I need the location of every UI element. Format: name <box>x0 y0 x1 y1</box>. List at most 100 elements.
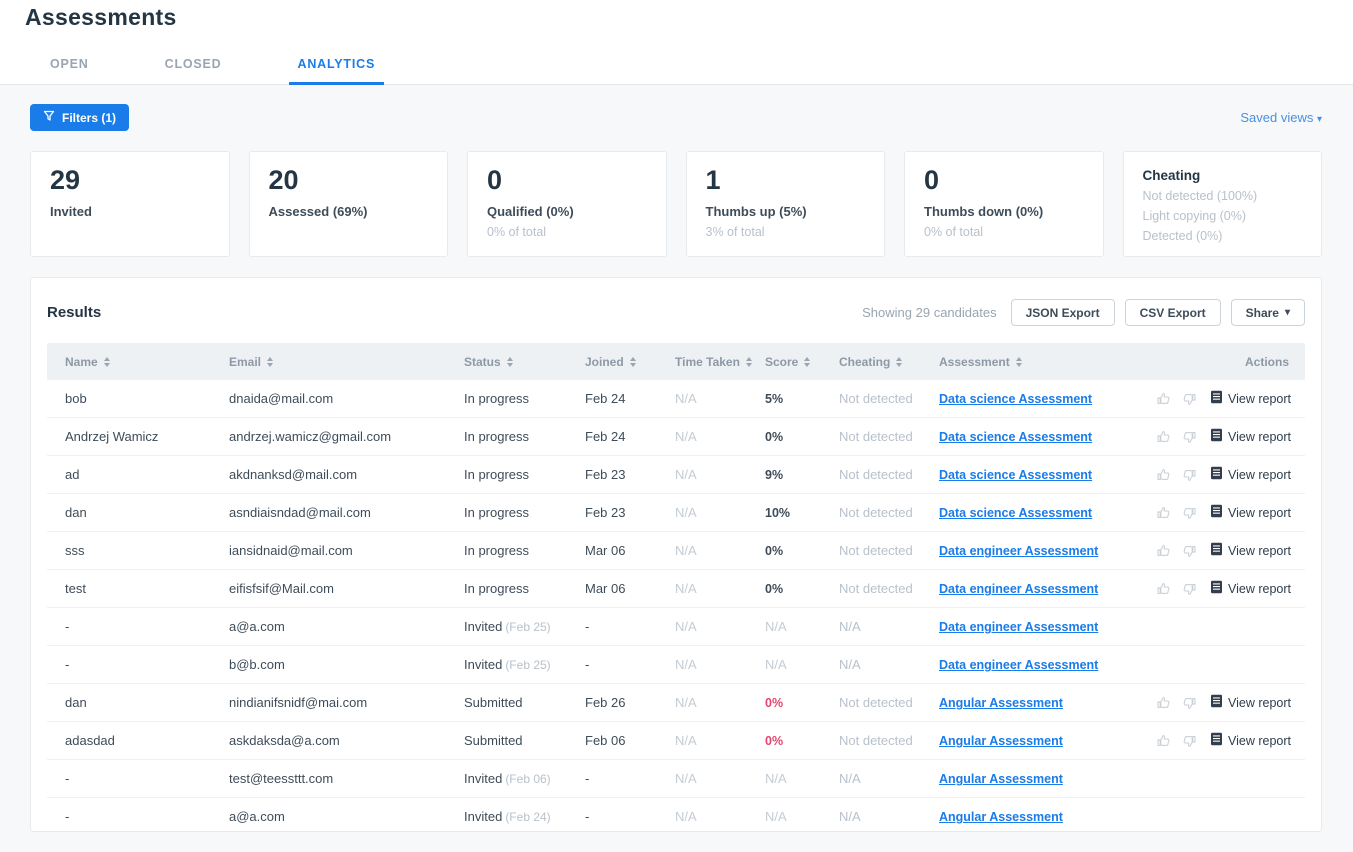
assessment-link[interactable]: Angular Assessment <box>939 772 1063 786</box>
assessment-link[interactable]: Data engineer Assessment <box>939 620 1099 634</box>
csv-export-button[interactable]: CSV Export <box>1124 299 1221 326</box>
assessment-link[interactable]: Data science Assessment <box>939 392 1093 406</box>
view-report-button[interactable]: View report <box>1210 694 1291 711</box>
assessment-link[interactable]: Data science Assessment <box>939 430 1093 444</box>
tab-closed[interactable]: CLOSED <box>164 57 222 71</box>
cheating-cell: N/A <box>839 657 861 672</box>
assessment-link[interactable]: Data science Assessment <box>939 506 1093 520</box>
assessment-link[interactable]: Data engineer Assessment <box>939 582 1099 596</box>
stat-label: Qualified (0%) <box>487 203 574 219</box>
view-report-button[interactable]: View report <box>1210 504 1291 521</box>
view-report-button[interactable]: View report <box>1210 580 1291 597</box>
sort-icon <box>506 356 513 367</box>
assessment-link[interactable]: Angular Assessment <box>939 734 1063 748</box>
score-cell: 0% <box>765 581 784 596</box>
cheating-cell: Not detected <box>839 581 913 596</box>
email-cell: asndiaisndad@mail.com <box>229 505 371 520</box>
email-cell: nindianifsnidf@mai.com <box>229 695 368 710</box>
cheating-cell: N/A <box>839 619 861 634</box>
view-report-button[interactable]: View report <box>1210 732 1291 749</box>
email-cell: dnaida@mail.com <box>229 391 334 406</box>
tab-open[interactable]: OPEN <box>50 57 89 71</box>
report-icon <box>1210 732 1223 749</box>
filters-button[interactable]: Filters (1) <box>30 104 130 131</box>
thumb-down-button[interactable] <box>1181 695 1197 711</box>
thumb-up-button[interactable] <box>1156 467 1172 483</box>
thumb-up-button[interactable] <box>1156 429 1172 445</box>
view-report-button[interactable]: View report <box>1210 390 1291 407</box>
view-report-label: View report <box>1228 695 1291 710</box>
row-actions: View report <box>1151 542 1305 559</box>
view-report-button[interactable]: View report <box>1210 542 1291 559</box>
status-cell: In progress <box>464 429 530 444</box>
table-header-email[interactable]: Email <box>229 355 464 369</box>
table-header-cheating[interactable]: Cheating <box>839 355 939 369</box>
joined-cell: - <box>585 809 590 824</box>
score-cell: 5% <box>765 391 784 406</box>
cheating-cell: Not detected <box>839 543 913 558</box>
assessment-link[interactable]: Data engineer Assessment <box>939 544 1099 558</box>
table-header-score[interactable]: Score <box>765 355 839 369</box>
thumb-down-button[interactable] <box>1181 429 1197 445</box>
thumb-up-button[interactable] <box>1156 733 1172 749</box>
stat-label: Invited <box>50 203 92 219</box>
assessment-link[interactable]: Angular Assessment <box>939 696 1063 710</box>
row-actions: View report <box>1151 580 1305 597</box>
stat-sub: 3% of total <box>705 224 765 239</box>
view-report-button[interactable]: View report <box>1210 428 1291 445</box>
table-header-assessment[interactable]: Assessment <box>939 355 1151 369</box>
thumb-down-button[interactable] <box>1181 581 1197 597</box>
view-report-label: View report <box>1228 467 1291 482</box>
tab-analytics[interactable]: ANALYTICS <box>288 57 384 85</box>
table-header-actions: Actions <box>1244 354 1289 369</box>
stat-label: Thumbs up (5%) <box>705 203 807 219</box>
stat-sub: 0% of total <box>924 224 984 239</box>
thumb-up-button[interactable] <box>1156 581 1172 597</box>
thumb-down-button[interactable] <box>1181 543 1197 559</box>
email-cell: a@a.com <box>229 619 285 634</box>
table-header-name[interactable]: Name <box>47 355 229 369</box>
share-button[interactable]: Share ▾ <box>1230 299 1305 326</box>
time-taken-cell: N/A <box>675 733 697 748</box>
stat-card-invited: 29 Invited <box>30 151 230 257</box>
table-row: - test@teessttt.com Invited (Feb 06) - N/… <box>47 760 1305 798</box>
table-row: - a@a.com Invited (Feb 24) - N/A N/A N/A … <box>47 798 1305 831</box>
thumb-down-button[interactable] <box>1181 467 1197 483</box>
name-cell: adasdad <box>65 733 115 748</box>
thumb-down-button[interactable] <box>1181 391 1197 407</box>
score-cell: N/A <box>765 657 787 672</box>
stats-cards: 29 Invited 20 Assessed (69%) 0 Qualified… <box>30 151 1322 257</box>
table-header-time-taken[interactable]: Time Taken <box>675 355 765 369</box>
saved-views-link[interactable]: Saved views ▾ <box>1240 110 1322 125</box>
status-cell: Invited (Feb 25) <box>464 657 551 672</box>
table-row: test eifisfsif@Mail.com In progress Mar … <box>47 570 1305 608</box>
time-taken-cell: N/A <box>675 809 697 824</box>
table-row: dan nindianifsnidf@mai.com Submitted Feb… <box>47 684 1305 722</box>
thumb-up-button[interactable] <box>1156 695 1172 711</box>
assessment-link[interactable]: Data science Assessment <box>939 468 1093 482</box>
joined-cell: Mar 06 <box>585 581 626 596</box>
cheating-cell: N/A <box>839 809 861 824</box>
thumb-down-button[interactable] <box>1181 505 1197 521</box>
thumb-up-button[interactable] <box>1156 505 1172 521</box>
name-cell: - <box>65 657 70 672</box>
email-cell: a@a.com <box>229 809 285 824</box>
table-header-joined[interactable]: Joined <box>585 355 675 369</box>
assessment-cell: Data engineer Assessment <box>939 657 1151 672</box>
assessment-link[interactable]: Data engineer Assessment <box>939 658 1099 672</box>
thumb-down-button[interactable] <box>1181 733 1197 749</box>
tab-bar: OPEN CLOSED ANALYTICS <box>0 57 1353 85</box>
assessment-link[interactable]: Angular Assessment <box>939 810 1063 824</box>
status-cell: Invited (Feb 24) <box>464 809 551 824</box>
thumb-up-button[interactable] <box>1156 543 1172 559</box>
report-icon <box>1210 580 1223 597</box>
time-taken-cell: N/A <box>675 467 697 482</box>
view-report-button[interactable]: View report <box>1210 466 1291 483</box>
json-export-button[interactable]: JSON Export <box>1010 299 1115 326</box>
table-header-status[interactable]: Status <box>464 355 585 369</box>
sort-icon <box>745 356 752 367</box>
thumb-up-button[interactable] <box>1156 391 1172 407</box>
time-taken-cell: N/A <box>675 429 697 444</box>
sort-icon <box>103 356 110 367</box>
time-taken-cell: N/A <box>675 505 697 520</box>
